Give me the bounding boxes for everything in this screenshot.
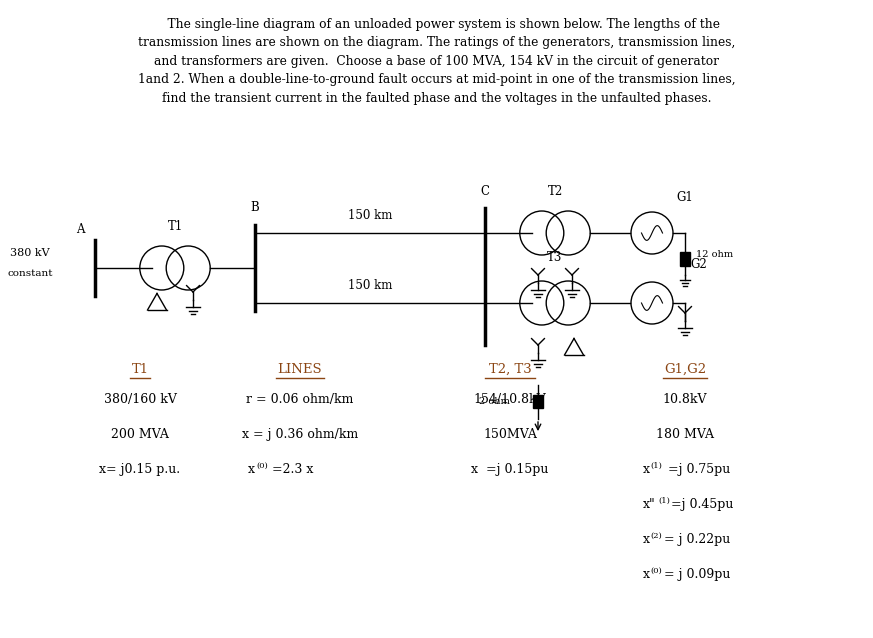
Text: B: B: [251, 201, 259, 214]
Text: x: x: [248, 463, 255, 476]
Text: 150 km: 150 km: [347, 209, 392, 222]
Text: x = j 0.36 ohm/km: x = j 0.36 ohm/km: [242, 428, 358, 441]
Text: T2, T3: T2, T3: [489, 363, 532, 376]
Text: 10.8kV: 10.8kV: [663, 393, 707, 406]
Text: constant: constant: [7, 269, 52, 278]
Text: (1): (1): [658, 496, 670, 505]
Text: x: x: [643, 463, 650, 476]
Text: T1: T1: [132, 363, 148, 376]
Text: x= j0.15 p.u.: x= j0.15 p.u.: [100, 463, 181, 476]
Text: C: C: [480, 185, 490, 198]
Text: (0): (0): [257, 461, 268, 470]
Text: =j 0.45pu: =j 0.45pu: [671, 498, 733, 511]
Bar: [533, 396, 543, 408]
Text: 12 ohm: 12 ohm: [696, 250, 733, 259]
Text: 154/10.8kV: 154/10.8kV: [474, 393, 546, 406]
Text: x": x": [643, 498, 656, 511]
Text: The single-line diagram of an unloaded power system is shown below. The lengths : The single-line diagram of an unloaded p…: [138, 18, 735, 105]
Text: 150 km: 150 km: [347, 279, 392, 292]
Text: (0): (0): [650, 567, 663, 574]
Text: =2.3 x: =2.3 x: [268, 463, 313, 476]
Text: = j 0.22pu: = j 0.22pu: [663, 533, 730, 546]
Text: x: x: [643, 533, 650, 546]
Text: G2: G2: [690, 258, 707, 271]
Text: x  =j 0.15pu: x =j 0.15pu: [471, 463, 549, 476]
Text: x: x: [643, 568, 650, 581]
Bar: [680, 252, 690, 266]
Text: T3: T3: [547, 251, 563, 264]
Text: G1: G1: [677, 191, 693, 204]
Text: 380/160 kV: 380/160 kV: [104, 393, 176, 406]
Text: = j 0.09pu: = j 0.09pu: [663, 568, 730, 581]
Text: (1): (1): [650, 461, 663, 470]
Text: G1,G2: G1,G2: [664, 363, 706, 376]
Text: 2 ohm: 2 ohm: [479, 397, 510, 406]
Text: 200 MVA: 200 MVA: [111, 428, 169, 441]
Text: =j 0.75pu: =j 0.75pu: [663, 463, 730, 476]
Text: 180 MVA: 180 MVA: [656, 428, 714, 441]
Text: (2): (2): [650, 531, 663, 540]
Text: A: A: [76, 223, 85, 236]
Text: 380 kV: 380 kV: [10, 248, 50, 258]
Text: 150MVA: 150MVA: [483, 428, 537, 441]
Text: r = 0.06 ohm/km: r = 0.06 ohm/km: [246, 393, 354, 406]
Text: T1: T1: [168, 220, 182, 233]
Text: T2: T2: [547, 185, 562, 198]
Text: LINES: LINES: [278, 363, 322, 376]
